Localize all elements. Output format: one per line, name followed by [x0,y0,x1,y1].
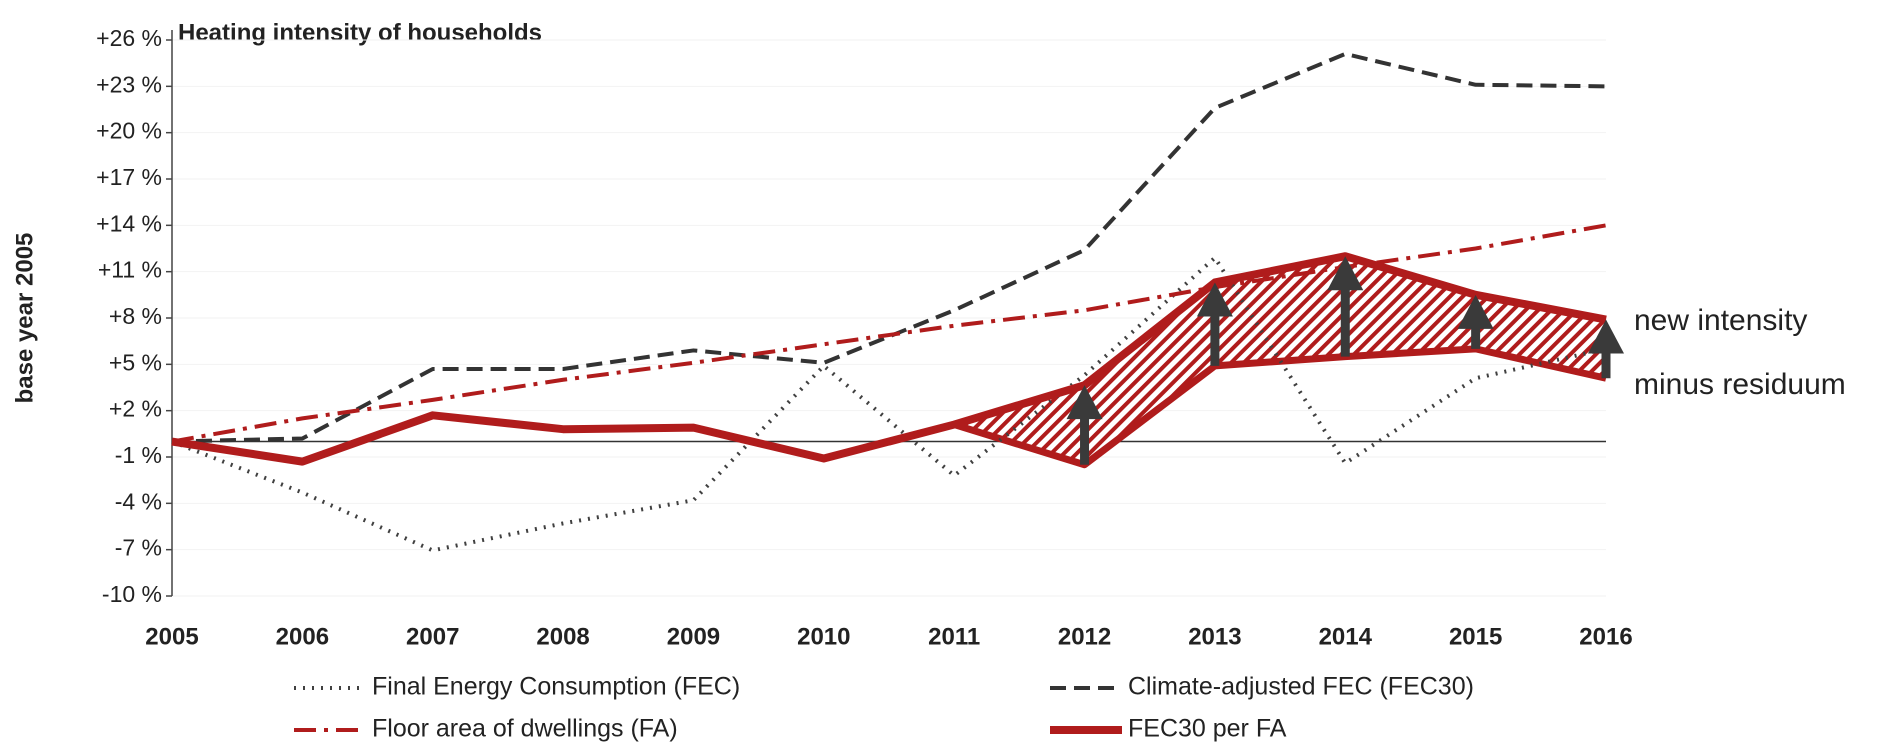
chart-title: Heating intensity of households [178,19,542,46]
legend-label: Climate-adjusted FEC (FEC30) [1128,673,1474,701]
y-axis-label: base year 2005 [11,233,38,404]
y-tick-label: +17 % [96,164,162,190]
x-tick-label: 2012 [1058,623,1111,650]
arrow [1457,294,1494,349]
x-tick-label: 2007 [406,623,459,650]
arrow [1066,385,1103,465]
y-tick-label: -10 % [102,581,162,607]
y-tick-label: +8 % [109,303,162,329]
y-tick-label: +26 % [96,25,162,51]
arrow [1588,319,1624,379]
x-tick-label: 2015 [1449,623,1502,650]
y-tick-label: +20 % [96,118,162,144]
series-line [171,255,1607,553]
y-tick-label: +2 % [109,396,162,422]
x-tick-label: 2011 [928,623,980,650]
y-tick-label: +14 % [96,210,162,236]
y-tick-label: -1 % [115,442,162,468]
arrow [1196,282,1233,366]
x-tick-label: 2009 [667,623,720,650]
arrow-head [1066,385,1103,420]
band-lower-line [953,345,1607,469]
y-tick-label: -4 % [115,488,162,514]
y-tick-label: +23 % [96,71,162,97]
x-tick-label: 2010 [797,623,850,650]
arrow-head [1457,294,1494,329]
arrow-head [1196,282,1233,317]
x-tick-label: 2013 [1188,623,1241,650]
annotation: new intensity [1634,304,1807,337]
legend-label: Floor area of dwellings (FA) [372,715,678,743]
x-tick-label: 2016 [1579,623,1632,650]
y-tick-label: +5 % [109,349,162,375]
x-tick-label: 2014 [1319,623,1373,650]
series-line [171,51,1607,444]
arrow [1327,256,1364,357]
annotation: minus residuum [1634,368,1846,401]
arrow-head [1327,256,1364,291]
x-tick-label: 2006 [276,623,329,650]
arrow-head [1588,319,1624,354]
y-tick-label: +11 % [98,257,162,283]
y-tick-label: -7 % [115,535,162,561]
legend-label: FEC30 per FA [1128,715,1287,743]
x-tick-label: 2008 [536,623,589,650]
x-tick-label: 2005 [145,623,198,650]
series-line [171,252,1607,466]
legend-label: Final Energy Consumption (FEC) [372,673,740,701]
